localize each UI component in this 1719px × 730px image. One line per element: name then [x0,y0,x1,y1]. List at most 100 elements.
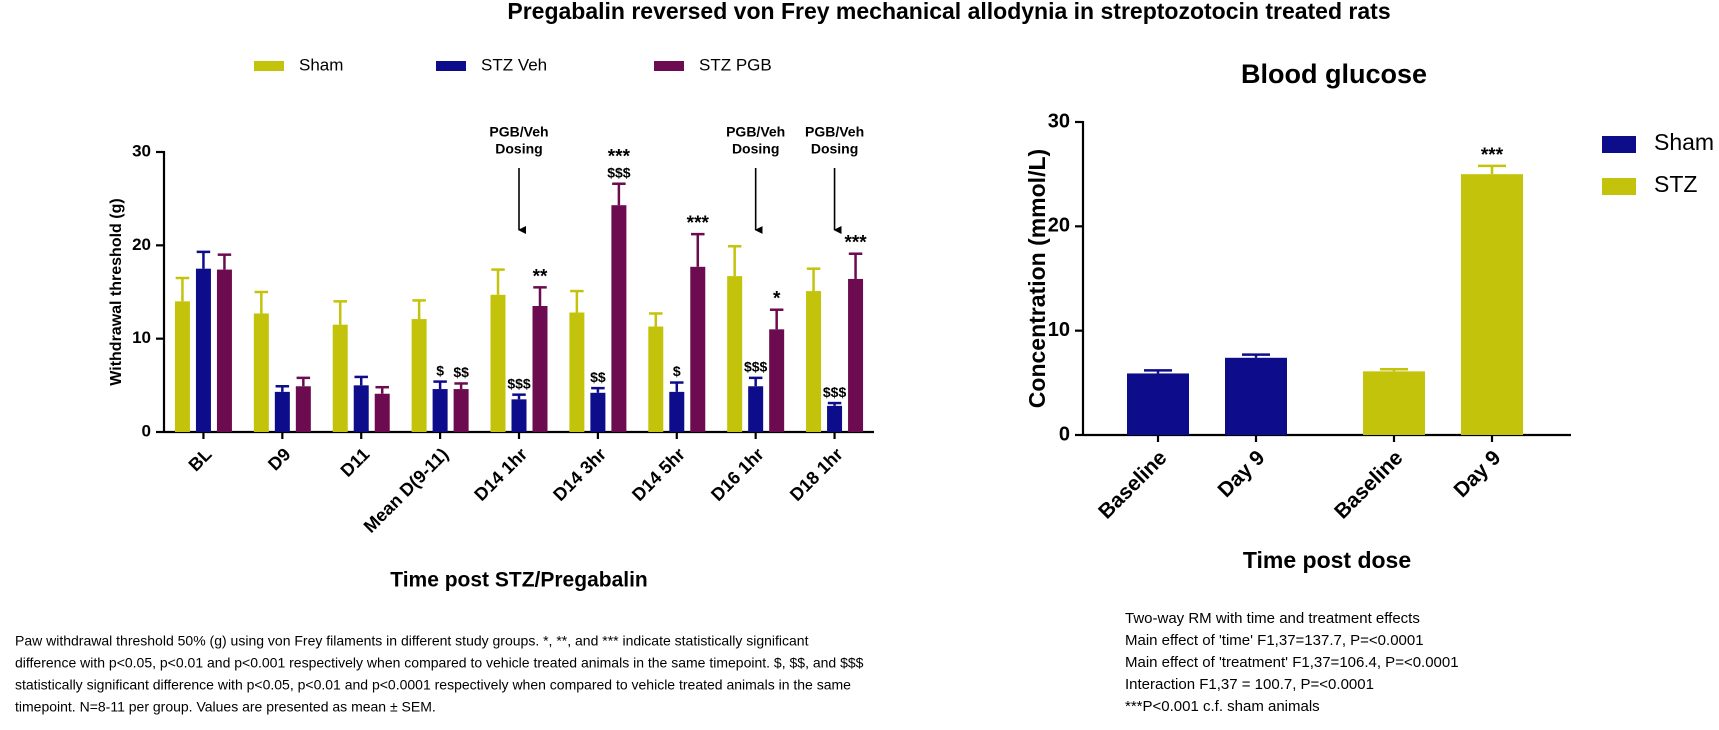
x-tick-label: D9 [264,444,294,474]
x-tick-label: D16 1hr [707,444,768,505]
bar [453,389,469,432]
caption-line: Paw withdrawal threshold 50% (g) using v… [15,633,809,649]
legend-swatch [1602,178,1636,195]
bar [195,268,211,432]
bar [1225,357,1287,435]
bar [353,385,369,432]
bar [490,294,506,432]
legend-label: STZ Veh [481,55,547,74]
error-bar [196,250,211,269]
significance-label: $$$ [607,164,631,180]
significance-label: $$$ [823,384,847,400]
error-bar [649,312,663,327]
x-tick-label: Day 9 [1214,446,1270,502]
y-tick-label: 10 [1048,319,1070,341]
error-bar [217,253,232,270]
error-bar [1242,353,1270,358]
error-bar [769,308,784,330]
dosing-label: PGB/Veh [805,124,864,140]
y-tick-label: 30 [1048,110,1070,132]
significance-label: $$ [590,369,606,385]
bar [511,399,527,432]
bar [1127,373,1189,435]
bar [332,324,348,432]
error-bar [727,245,742,277]
caption-line: statistically significant difference wit… [15,677,851,693]
error-bar [512,393,526,400]
stats-line: Interaction F1,37 = 100.7, P=<0.0001 [1125,676,1374,693]
x-tick-label: Day 9 [1450,446,1506,502]
error-bar [454,382,468,390]
bar [411,319,427,432]
bar [690,266,706,432]
x-tick-label: D11 [337,444,374,481]
error-bar [670,381,684,392]
error-bar [748,376,763,387]
legend-swatch [654,61,684,71]
bar [174,301,190,432]
error-bar [333,300,347,325]
stats-line: Main effect of 'time' F1,37=137.7, P=<0.… [1125,632,1424,649]
error-bar [433,380,447,390]
significance-label: * [773,289,781,310]
dosing-label: Dosing [495,141,542,157]
x-tick-label: BL [185,444,216,475]
x-tick-label: Mean D(9-11) [360,444,453,537]
legend-swatch [254,61,284,71]
legend-swatch [1602,136,1636,153]
x-tick-label: D14 5hr [628,444,689,505]
error-bar [354,375,368,386]
bar [274,391,290,432]
bar [611,205,627,432]
figure-title: Pregabalin reversed von Frey mechanical … [507,0,1390,24]
bar [769,329,785,432]
bar [669,391,685,432]
bar [727,276,743,432]
stats-line: Two-way RM with time and treatment effec… [1125,610,1420,627]
y-tick-label: 10 [132,328,151,347]
legend-label: STZ PGB [699,55,772,74]
significance-label: $$ [453,364,469,380]
bar [374,393,390,432]
legend-label: Sham [1654,129,1714,155]
significance-label: *** [608,147,631,168]
error-bar [691,232,705,267]
error-bar [806,267,821,292]
bar [827,405,843,432]
bar [432,389,448,432]
legend-label: STZ [1654,171,1697,197]
significance-label: ** [533,266,548,287]
error-bar [375,385,389,394]
bar [295,386,311,432]
y-tick-label: 0 [142,421,151,440]
error-bar [1478,164,1506,175]
caption-line: difference with p<0.05, p<0.01 and p<0.0… [15,655,864,671]
dosing-label: PGB/Veh [489,124,548,140]
x-tick-label: Baseline [1330,446,1407,523]
y-axis-title: Withdrawal threshold (g) [108,198,125,385]
bar [748,386,764,432]
chart-title: Blood glucose [1241,59,1427,89]
error-bar [570,289,584,313]
error-bar [591,386,605,393]
bar [216,269,232,432]
error-bar [412,299,426,320]
bar [1363,371,1425,435]
y-tick-label: 20 [1048,215,1070,237]
error-bar [827,401,842,406]
bar [806,291,822,432]
x-tick-label: D18 1hr [786,444,847,505]
dosing-label: Dosing [732,141,779,157]
error-bar [1380,368,1408,372]
bar [1461,174,1523,435]
significance-label: *** [844,233,867,254]
legend-swatch [436,61,466,71]
y-tick-label: 20 [132,235,151,254]
x-axis-title: Time post dose [1243,547,1411,573]
significance-label: *** [687,213,710,234]
error-bar [1144,369,1172,374]
caption-line: timepoint. N=8-11 per group. Values are … [15,699,436,715]
significance-label: $ [436,362,444,378]
error-bar [175,276,190,302]
